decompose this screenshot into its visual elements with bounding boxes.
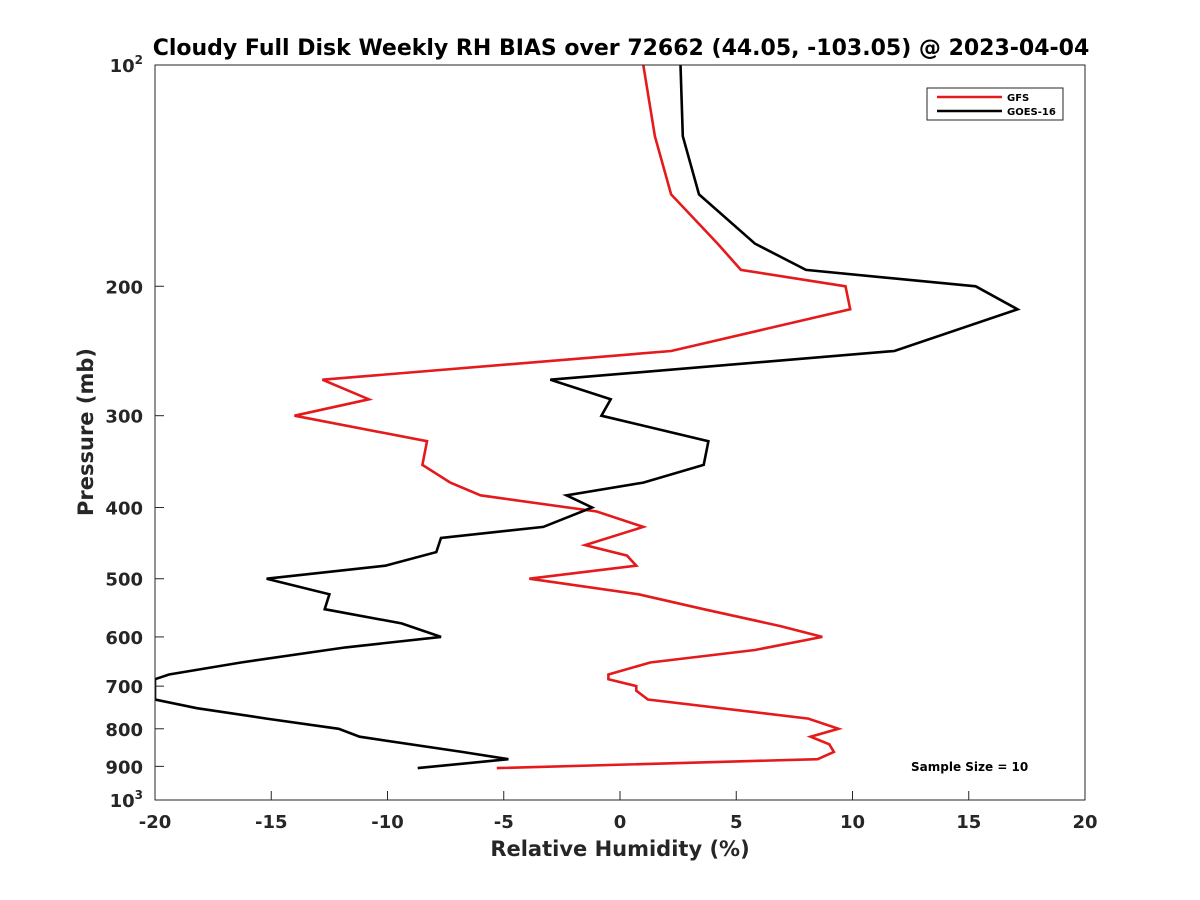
legend-label-0: GFS [1007, 93, 1029, 104]
y-tick-label: 700 [105, 677, 143, 698]
x-tick-label: -15 [255, 812, 288, 833]
y-axis-ticks: 102 200 300 400 500 600 700 800 900 103 [105, 53, 164, 812]
series-line-1 [155, 65, 1021, 770]
y-tick-label: 600 [105, 628, 143, 649]
x-tick-label: -10 [371, 812, 404, 833]
chart-title: Cloudy Full Disk Weekly RH BIAS over 726… [153, 36, 1090, 61]
y-tick-label: 500 [105, 570, 143, 591]
y-tick-label: 102 [110, 53, 143, 77]
sample-size-annotation: Sample Size = 10 [911, 760, 1028, 774]
x-tick-label: 15 [956, 812, 981, 833]
series-line-0 [294, 65, 852, 770]
x-axis-ticks: -20 -15 -10 -5 0 5 10 15 20 [139, 791, 1098, 833]
y-tick-label: 400 [105, 499, 143, 520]
x-tick-label: 10 [840, 812, 865, 833]
y-tick-label: 300 [105, 407, 143, 428]
x-tick-label: 0 [614, 812, 627, 833]
x-tick-label: 5 [730, 812, 743, 833]
x-tick-label: 20 [1072, 812, 1097, 833]
y-tick-label: 103 [110, 788, 143, 812]
y-axis-label: Pressure (mb) [74, 348, 98, 516]
legend: GFS GOES-16 [926, 87, 1064, 121]
plot-frame [154, 64, 1086, 801]
series-layer [155, 65, 1021, 770]
x-tick-label: -5 [494, 812, 514, 833]
x-tick-label: -20 [139, 812, 172, 833]
legend-label-1: GOES-16 [1007, 107, 1056, 118]
legend-box [926, 87, 1064, 121]
y-tick-label: 900 [105, 757, 143, 778]
y-tick-label: 800 [105, 720, 143, 741]
x-axis-label: Relative Humidity (%) [490, 837, 749, 861]
y-tick-label: 200 [105, 277, 143, 298]
